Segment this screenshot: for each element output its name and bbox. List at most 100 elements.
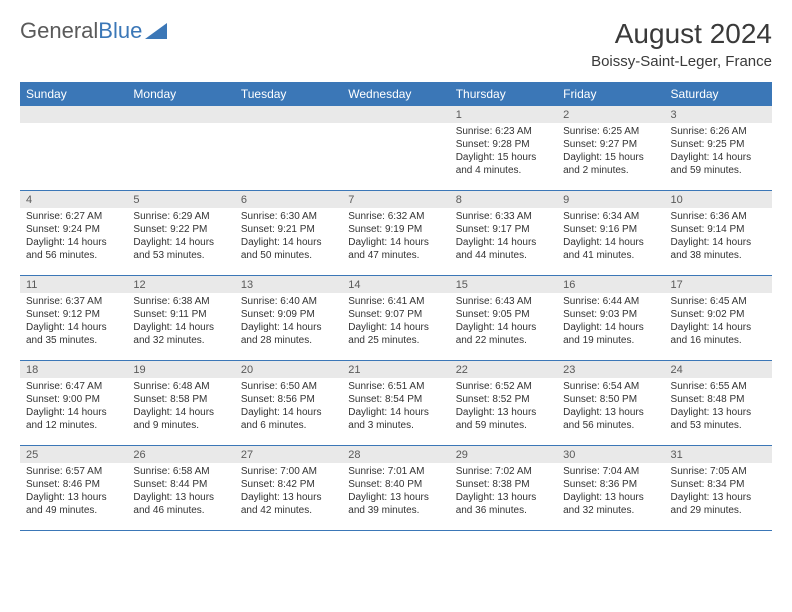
- week-row: 11Sunrise: 6:37 AMSunset: 9:12 PMDayligh…: [20, 276, 772, 361]
- daylight-text: Daylight: 14 hours and 59 minutes.: [671, 151, 766, 177]
- day-number: 1: [450, 106, 557, 123]
- daylight-text: Daylight: 13 hours and 53 minutes.: [671, 406, 766, 432]
- sunset-text: Sunset: 9:12 PM: [26, 308, 121, 321]
- day-cell: 22Sunrise: 6:52 AMSunset: 8:52 PMDayligh…: [450, 361, 557, 445]
- sunrise-text: Sunrise: 6:26 AM: [671, 125, 766, 138]
- day-cell: 2Sunrise: 6:25 AMSunset: 9:27 PMDaylight…: [557, 106, 664, 190]
- day-number: 22: [450, 361, 557, 378]
- sunrise-text: Sunrise: 6:40 AM: [241, 295, 336, 308]
- sunrise-text: Sunrise: 6:55 AM: [671, 380, 766, 393]
- location-text: Boissy-Saint-Leger, France: [591, 53, 772, 70]
- sunrise-text: Sunrise: 6:48 AM: [133, 380, 228, 393]
- dow-tuesday: Tuesday: [235, 82, 342, 106]
- day-number: [20, 106, 127, 123]
- logo-text-2: Blue: [98, 18, 142, 44]
- day-cell: 8Sunrise: 6:33 AMSunset: 9:17 PMDaylight…: [450, 191, 557, 275]
- sunset-text: Sunset: 8:52 PM: [456, 393, 551, 406]
- daylight-text: Daylight: 13 hours and 29 minutes.: [671, 491, 766, 517]
- sunrise-text: Sunrise: 6:45 AM: [671, 295, 766, 308]
- sunset-text: Sunset: 8:40 PM: [348, 478, 443, 491]
- daylight-text: Daylight: 13 hours and 46 minutes.: [133, 491, 228, 517]
- sunset-text: Sunset: 9:16 PM: [563, 223, 658, 236]
- day-cell: 30Sunrise: 7:04 AMSunset: 8:36 PMDayligh…: [557, 446, 664, 530]
- day-number: 23: [557, 361, 664, 378]
- day-cell: 19Sunrise: 6:48 AMSunset: 8:58 PMDayligh…: [127, 361, 234, 445]
- day-number: [127, 106, 234, 123]
- day-number: 4: [20, 191, 127, 208]
- sunset-text: Sunset: 9:24 PM: [26, 223, 121, 236]
- sunset-text: Sunset: 9:25 PM: [671, 138, 766, 151]
- daylight-text: Daylight: 13 hours and 59 minutes.: [456, 406, 551, 432]
- dow-wednesday: Wednesday: [342, 82, 449, 106]
- daylight-text: Daylight: 13 hours and 56 minutes.: [563, 406, 658, 432]
- daylight-text: Daylight: 13 hours and 42 minutes.: [241, 491, 336, 517]
- sunrise-text: Sunrise: 6:37 AM: [26, 295, 121, 308]
- day-number: 19: [127, 361, 234, 378]
- day-number: 15: [450, 276, 557, 293]
- day-number: 31: [665, 446, 772, 463]
- day-cell: 18Sunrise: 6:47 AMSunset: 9:00 PMDayligh…: [20, 361, 127, 445]
- sunset-text: Sunset: 8:44 PM: [133, 478, 228, 491]
- day-body: Sunrise: 6:58 AMSunset: 8:44 PMDaylight:…: [127, 463, 234, 521]
- day-body: Sunrise: 6:29 AMSunset: 9:22 PMDaylight:…: [127, 208, 234, 266]
- daylight-text: Daylight: 14 hours and 44 minutes.: [456, 236, 551, 262]
- daylight-text: Daylight: 15 hours and 4 minutes.: [456, 151, 551, 177]
- sunrise-text: Sunrise: 6:44 AM: [563, 295, 658, 308]
- sunset-text: Sunset: 9:02 PM: [671, 308, 766, 321]
- day-cell: 23Sunrise: 6:54 AMSunset: 8:50 PMDayligh…: [557, 361, 664, 445]
- day-cell: 24Sunrise: 6:55 AMSunset: 8:48 PMDayligh…: [665, 361, 772, 445]
- dow-monday: Monday: [127, 82, 234, 106]
- day-cell: 20Sunrise: 6:50 AMSunset: 8:56 PMDayligh…: [235, 361, 342, 445]
- day-cell: 15Sunrise: 6:43 AMSunset: 9:05 PMDayligh…: [450, 276, 557, 360]
- week-row: 4Sunrise: 6:27 AMSunset: 9:24 PMDaylight…: [20, 191, 772, 276]
- day-body: Sunrise: 6:44 AMSunset: 9:03 PMDaylight:…: [557, 293, 664, 351]
- day-body: Sunrise: 6:48 AMSunset: 8:58 PMDaylight:…: [127, 378, 234, 436]
- day-body: Sunrise: 7:00 AMSunset: 8:42 PMDaylight:…: [235, 463, 342, 521]
- sunset-text: Sunset: 8:58 PM: [133, 393, 228, 406]
- day-body: Sunrise: 6:50 AMSunset: 8:56 PMDaylight:…: [235, 378, 342, 436]
- sunrise-text: Sunrise: 6:51 AM: [348, 380, 443, 393]
- title-block: August 2024 Boissy-Saint-Leger, France: [591, 18, 772, 70]
- day-number: 20: [235, 361, 342, 378]
- sunrise-text: Sunrise: 6:41 AM: [348, 295, 443, 308]
- sunrise-text: Sunrise: 6:27 AM: [26, 210, 121, 223]
- weeks-container: 1Sunrise: 6:23 AMSunset: 9:28 PMDaylight…: [20, 106, 772, 531]
- day-body: Sunrise: 6:51 AMSunset: 8:54 PMDaylight:…: [342, 378, 449, 436]
- day-cell: 14Sunrise: 6:41 AMSunset: 9:07 PMDayligh…: [342, 276, 449, 360]
- sunset-text: Sunset: 8:34 PM: [671, 478, 766, 491]
- daylight-text: Daylight: 14 hours and 56 minutes.: [26, 236, 121, 262]
- day-number: 12: [127, 276, 234, 293]
- daylight-text: Daylight: 14 hours and 38 minutes.: [671, 236, 766, 262]
- sunset-text: Sunset: 8:48 PM: [671, 393, 766, 406]
- sunrise-text: Sunrise: 6:47 AM: [26, 380, 121, 393]
- day-body: Sunrise: 6:26 AMSunset: 9:25 PMDaylight:…: [665, 123, 772, 181]
- day-number: [235, 106, 342, 123]
- sunrise-text: Sunrise: 6:25 AM: [563, 125, 658, 138]
- header-bar: GeneralBlue August 2024 Boissy-Saint-Leg…: [20, 18, 772, 70]
- day-number: 21: [342, 361, 449, 378]
- sunset-text: Sunset: 9:07 PM: [348, 308, 443, 321]
- daylight-text: Daylight: 14 hours and 19 minutes.: [563, 321, 658, 347]
- sunrise-text: Sunrise: 7:05 AM: [671, 465, 766, 478]
- day-body: Sunrise: 6:33 AMSunset: 9:17 PMDaylight:…: [450, 208, 557, 266]
- day-cell: 3Sunrise: 6:26 AMSunset: 9:25 PMDaylight…: [665, 106, 772, 190]
- dow-thursday: Thursday: [450, 82, 557, 106]
- day-cell: 10Sunrise: 6:36 AMSunset: 9:14 PMDayligh…: [665, 191, 772, 275]
- day-of-week-header: Sunday Monday Tuesday Wednesday Thursday…: [20, 82, 772, 106]
- day-cell: 5Sunrise: 6:29 AMSunset: 9:22 PMDaylight…: [127, 191, 234, 275]
- day-body: Sunrise: 6:57 AMSunset: 8:46 PMDaylight:…: [20, 463, 127, 521]
- sunset-text: Sunset: 9:03 PM: [563, 308, 658, 321]
- daylight-text: Daylight: 14 hours and 9 minutes.: [133, 406, 228, 432]
- daylight-text: Daylight: 14 hours and 50 minutes.: [241, 236, 336, 262]
- daylight-text: Daylight: 13 hours and 32 minutes.: [563, 491, 658, 517]
- sunset-text: Sunset: 8:56 PM: [241, 393, 336, 406]
- daylight-text: Daylight: 15 hours and 2 minutes.: [563, 151, 658, 177]
- daylight-text: Daylight: 14 hours and 32 minutes.: [133, 321, 228, 347]
- day-cell: 17Sunrise: 6:45 AMSunset: 9:02 PMDayligh…: [665, 276, 772, 360]
- sunset-text: Sunset: 9:17 PM: [456, 223, 551, 236]
- day-body: Sunrise: 6:47 AMSunset: 9:00 PMDaylight:…: [20, 378, 127, 436]
- sunrise-text: Sunrise: 6:54 AM: [563, 380, 658, 393]
- day-number: 13: [235, 276, 342, 293]
- daylight-text: Daylight: 13 hours and 49 minutes.: [26, 491, 121, 517]
- sunrise-text: Sunrise: 6:29 AM: [133, 210, 228, 223]
